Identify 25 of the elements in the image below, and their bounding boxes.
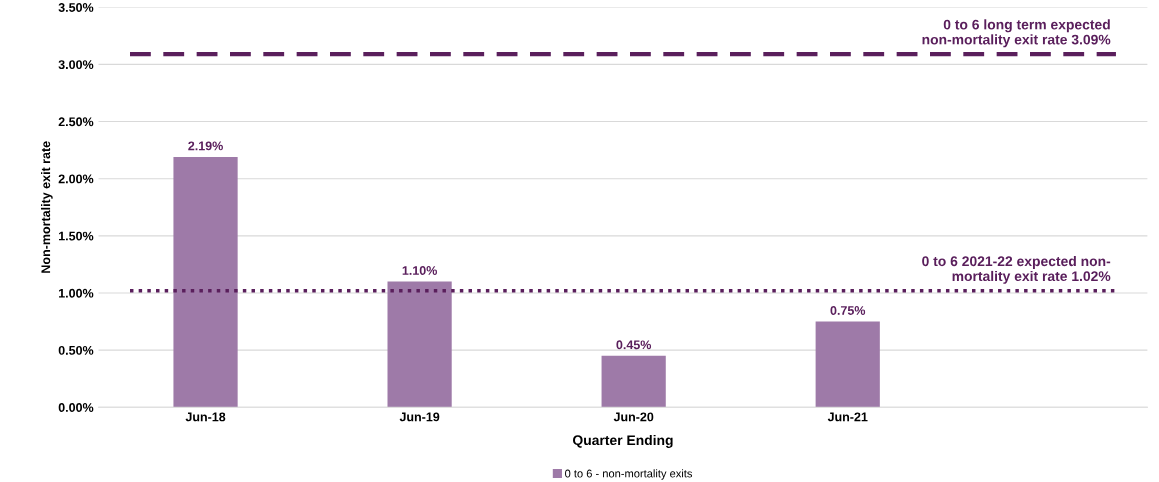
ref-line-label: 0 to 6 long term expected non-mortality exit rate 3.09% (922, 19, 1111, 48)
bar (815, 321, 880, 408)
bar (387, 281, 452, 408)
x-tick-label: Jun-19 (399, 412, 440, 422)
bar (601, 355, 666, 408)
data-label: 0.75% (830, 306, 866, 315)
data-label: 2.19% (188, 141, 223, 151)
y-axis-title: Non-mortality exit rate (41, 141, 53, 273)
ref-line-label: 0 to 6 2021-22 expected non- mortality exit rate 1.02% (922, 255, 1111, 284)
x-tick-label: Jun-18 (185, 412, 226, 422)
y-tick-label: 3.50% (58, 3, 94, 12)
legend-label: 0 to 6 - non-mortality exits (565, 469, 693, 480)
x-tick-label: Jun-20 (613, 412, 654, 422)
y-tick-label: 1.00% (59, 288, 94, 298)
data-label: 0.45% (616, 340, 652, 350)
bar (173, 156, 238, 408)
x-axis-title: Quarter Ending (572, 434, 673, 448)
y-tick-label: 3.00% (58, 60, 94, 70)
y-tick-label: 2.00% (58, 174, 94, 184)
y-tick-label: 2.50% (58, 117, 94, 127)
data-label: 1.10% (402, 266, 437, 275)
y-tick-label: 0.50% (58, 345, 94, 355)
y-tick-label: 0.00% (58, 403, 94, 412)
x-tick-label: Jun-21 (827, 412, 868, 422)
y-tick-label: 1.50% (59, 231, 94, 241)
